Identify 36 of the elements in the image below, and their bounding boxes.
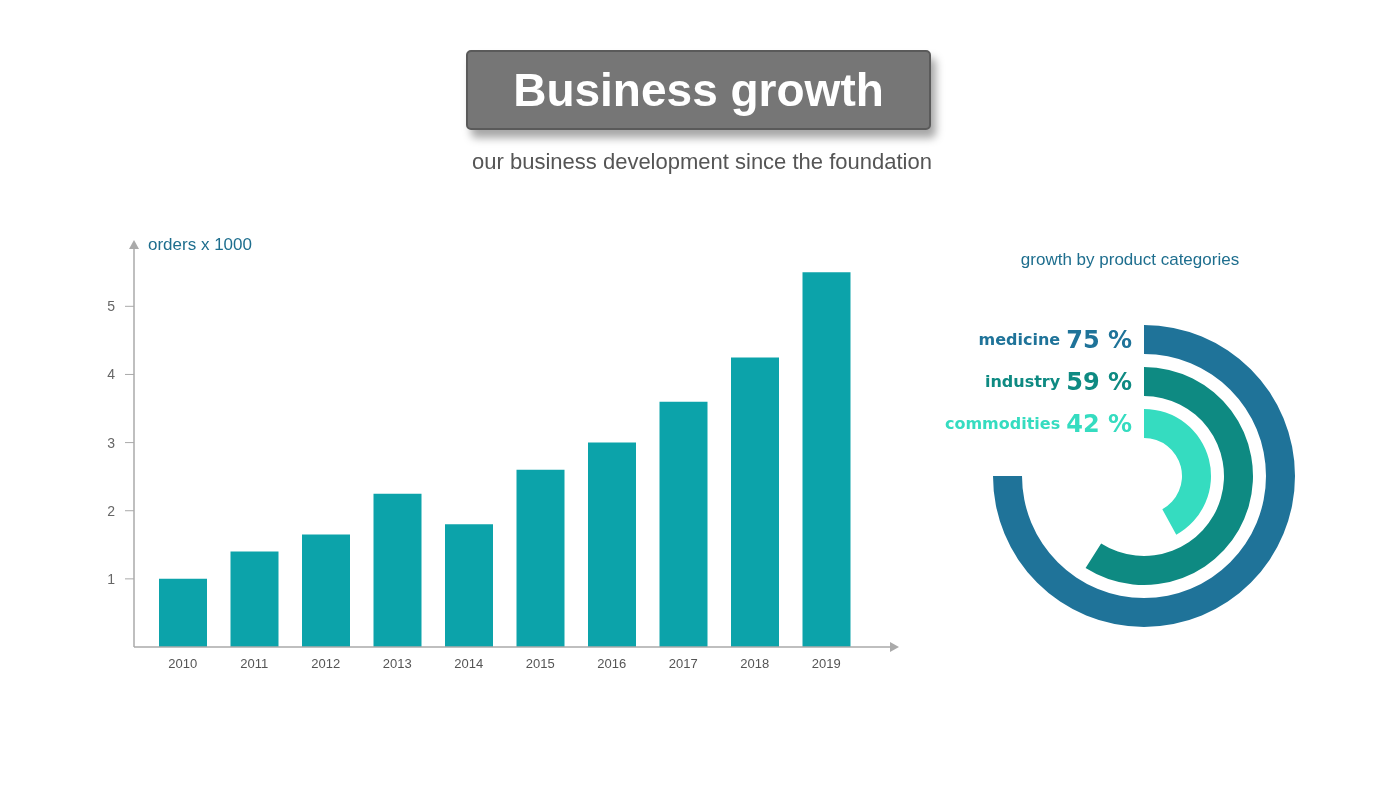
x-tick-label: 2017 [668,656,698,672]
bar [731,357,779,647]
y-tick-label: 2 [107,502,116,519]
y-tick-label: 5 [107,298,116,315]
y-tick-label: 1 [107,570,116,587]
x-tick-label: 2011 [240,656,269,672]
y-axis-title: orders x 1000 [148,235,252,254]
y-tick-label: 4 [107,366,116,383]
x-tick-label: 2014 [454,656,484,672]
x-tick-label: 2010 [168,656,198,672]
text: growth by product categories [1020,250,1240,269]
bar [373,493,422,647]
category-label: industry [984,372,1061,392]
y-tick-label: 3 [107,434,116,451]
x-tick-label: 2015 [525,656,555,672]
chart-title: Business growth [513,64,884,116]
x-tick-label: 2018 [740,656,770,672]
bar [588,442,636,647]
x-tick-label: 2012 [311,656,341,672]
x-tick-label: 2019 [811,656,841,672]
bar [659,401,708,647]
title-banner: Business growth [466,50,931,130]
x-tick-label: 2013 [382,656,412,672]
chart-subtitle: our business development since the foundation [472,149,932,174]
data-label: 42 % [1066,410,1132,438]
bar [802,272,851,647]
bar [445,524,493,647]
data-label: 59 % [1066,368,1132,396]
bar [302,534,350,647]
bar [516,469,565,647]
bar [159,578,207,647]
category-label: medicine [978,330,1061,350]
data-label: 75 % [1066,326,1132,354]
x-tick-label: 2016 [597,656,627,672]
category-label: commodities [944,414,1061,434]
bar [230,551,279,647]
